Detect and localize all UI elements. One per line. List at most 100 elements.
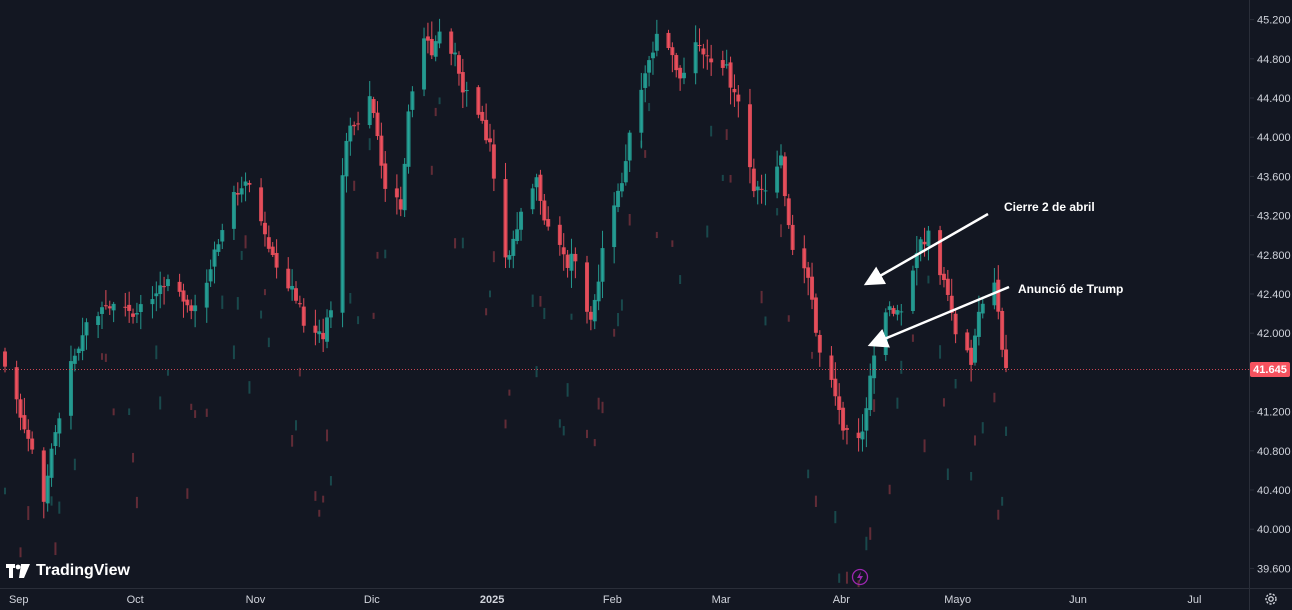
candle <box>561 233 566 271</box>
candle <box>348 117 353 156</box>
ghost-mark <box>291 435 294 447</box>
ghost-mark <box>655 231 658 239</box>
ghost-mark <box>492 251 495 263</box>
ghost-mark <box>461 237 464 249</box>
candle <box>165 274 170 292</box>
candle <box>456 51 461 86</box>
ghost-mark <box>570 313 573 320</box>
ghost-mark <box>240 250 243 260</box>
ghost-mark <box>942 398 945 407</box>
ghost-mark <box>295 420 297 431</box>
ghost-mark <box>900 360 903 374</box>
candle <box>728 56 733 105</box>
ghost-mark <box>613 328 616 337</box>
candle <box>806 261 811 296</box>
candle <box>736 85 741 118</box>
ghost-mark <box>349 292 352 304</box>
candle <box>294 281 298 304</box>
ghost-mark <box>617 313 620 327</box>
candle <box>460 58 465 109</box>
ghost-mark <box>970 471 973 481</box>
ghost-mark <box>384 249 387 259</box>
ghost-mark <box>721 174 724 181</box>
ghost-mark <box>263 289 266 296</box>
price-tick-label: 40.400 <box>1257 485 1291 497</box>
candle <box>127 291 132 323</box>
candle <box>80 317 85 361</box>
ghost-mark <box>438 97 441 105</box>
ghost-mark <box>260 310 263 319</box>
price-tick-label: 44.000 <box>1257 132 1291 144</box>
ghost-mark <box>997 509 1000 520</box>
candle <box>693 25 698 85</box>
candle <box>243 172 248 202</box>
ghost-mark <box>780 224 782 238</box>
ghost-mark <box>155 345 158 360</box>
candles <box>3 18 1009 519</box>
candle <box>134 302 139 324</box>
candle <box>891 305 896 317</box>
candle <box>666 29 671 51</box>
candle <box>600 230 605 299</box>
ghost-mark <box>434 107 437 117</box>
ghost-mark <box>710 125 713 137</box>
price-axis[interactable]: 45.200 44.800 44.400 44.000 43.600 43.200 42.8… <box>1249 15 1291 576</box>
candle <box>328 301 333 329</box>
candle <box>507 250 512 268</box>
candle <box>639 72 644 149</box>
ghost-mark <box>558 419 561 428</box>
candle <box>150 286 155 319</box>
time-tick-label: Sep <box>9 594 29 606</box>
ghost-mark <box>814 495 817 507</box>
candle <box>131 308 136 324</box>
ghost-mark <box>865 536 868 551</box>
candle <box>437 18 442 49</box>
candle <box>379 122 384 179</box>
candle <box>612 192 617 264</box>
tradingview-brand[interactable]: TradingView <box>6 560 130 582</box>
ghost-mark <box>927 275 930 284</box>
candle <box>914 235 919 286</box>
candle <box>356 111 361 131</box>
candle <box>1004 334 1009 373</box>
candle <box>616 183 621 213</box>
candle <box>627 130 632 173</box>
ghost-mark <box>993 392 996 403</box>
ghost-mark <box>58 501 61 514</box>
candle <box>231 185 236 240</box>
candle <box>965 329 970 353</box>
candle <box>775 150 780 199</box>
ghost-mark <box>221 295 224 309</box>
candle <box>488 123 492 152</box>
candle <box>406 104 411 174</box>
ghost-mark <box>981 422 984 434</box>
candle <box>810 262 815 310</box>
ghost-mark <box>787 315 790 322</box>
candle <box>123 292 128 317</box>
ghost-mark <box>838 573 841 583</box>
ghost-mark <box>194 410 197 418</box>
time-axis[interactable]: Sep Oct Nov Dic 2025 Feb Mar Abr Mayo Jun Jul <box>9 594 1201 606</box>
brand-name: TradingView <box>36 562 130 579</box>
candle <box>860 414 865 452</box>
candle <box>449 28 454 66</box>
candle <box>57 412 62 448</box>
ghost-mark <box>314 491 317 501</box>
time-tick-label: Jul <box>1187 594 1201 606</box>
candle <box>895 304 900 321</box>
time-tick-label: Mar <box>712 594 731 606</box>
candle <box>453 42 458 67</box>
time-tick-label: Jun <box>1069 594 1087 606</box>
gear-icon[interactable] <box>1262 590 1280 608</box>
candle <box>503 162 508 269</box>
candle <box>429 21 434 60</box>
candle <box>72 348 77 372</box>
flash-icon[interactable] <box>851 568 869 586</box>
candle <box>763 173 768 206</box>
candle <box>96 311 101 339</box>
price-tick-label: 45.200 <box>1257 15 1291 27</box>
candle <box>212 241 217 284</box>
candle <box>274 239 279 279</box>
